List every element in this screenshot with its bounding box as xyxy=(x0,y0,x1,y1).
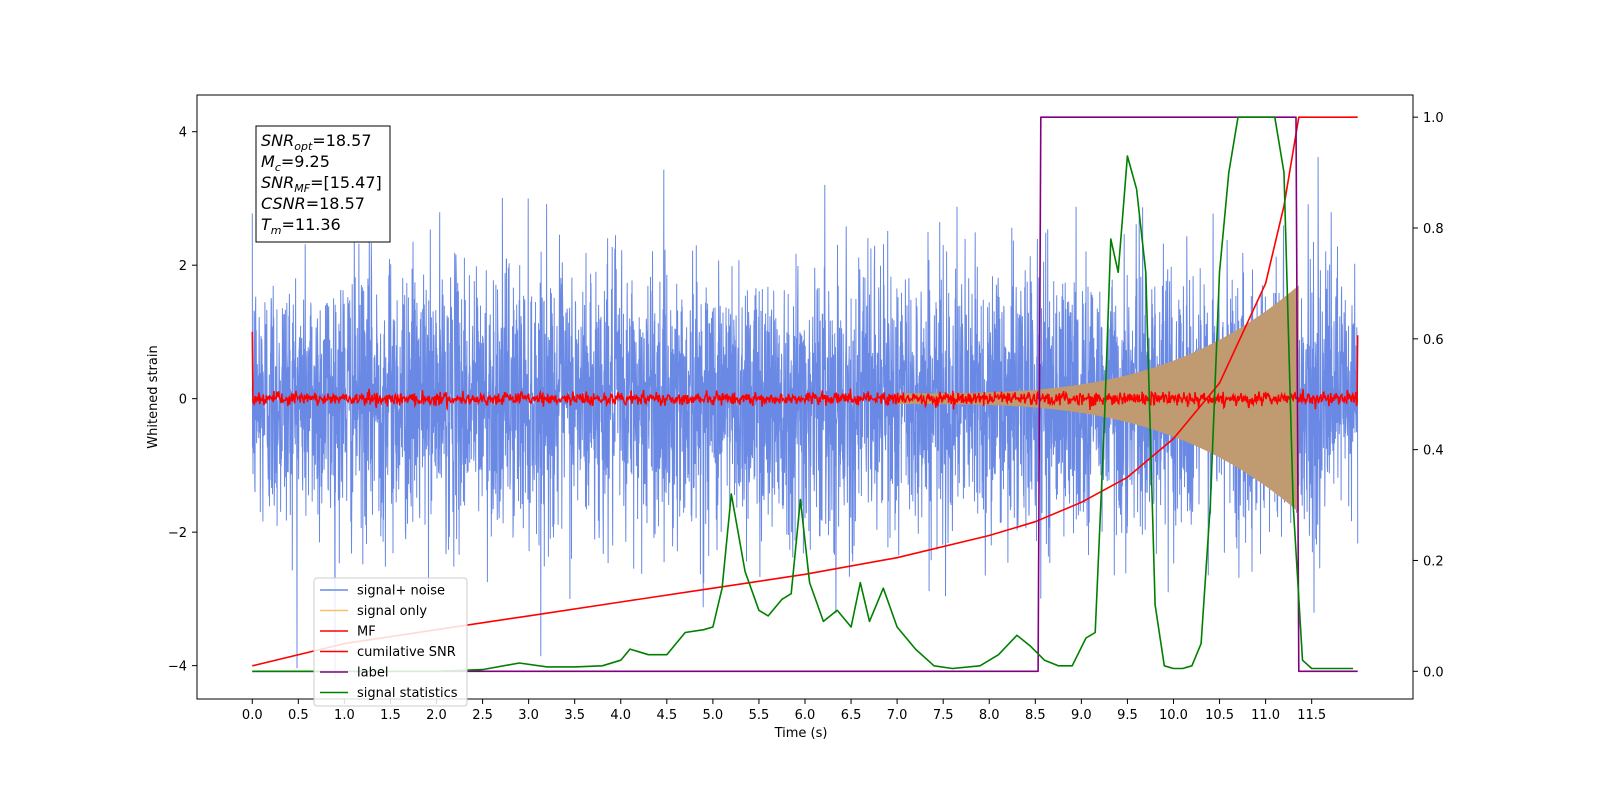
series-signal-noise xyxy=(251,156,1359,679)
x-tick-label: 2.0 xyxy=(426,708,447,723)
y-tick-label: 2 xyxy=(179,259,187,274)
x-tick-label: 3.0 xyxy=(518,708,539,723)
y-tick-label: −4 xyxy=(168,660,187,675)
x-tick-label: 7.5 xyxy=(933,708,954,723)
x-tick-label: 11.0 xyxy=(1251,708,1280,723)
legend-entry: cumilative SNR xyxy=(357,645,456,660)
x-tick-label: 3.5 xyxy=(564,708,585,723)
y2-tick-label: 0.4 xyxy=(1423,444,1444,459)
x-tick-label: 2.5 xyxy=(472,708,493,723)
y-tick-label: −2 xyxy=(168,526,187,541)
y-tick-label: 0 xyxy=(179,393,187,408)
x-tick-label: 4.0 xyxy=(610,708,631,723)
y-axis-label: Whitened strain xyxy=(146,345,161,448)
y-axis-left: 4 2 0 −2 −4 xyxy=(168,126,197,675)
legend: signal+ noise signal only MF cumilative SNR… xyxy=(313,577,468,707)
x-tick-label: 6.5 xyxy=(841,708,862,723)
x-tick-label: 0.5 xyxy=(288,708,309,723)
x-tick-label: 9.0 xyxy=(1071,708,1092,723)
legend-frame xyxy=(313,577,468,707)
legend-entry: MF xyxy=(357,625,376,640)
x-tick-label: 8.0 xyxy=(979,708,1000,723)
info-box-frame xyxy=(255,125,391,243)
series-mf xyxy=(251,331,1359,411)
x-tick-label: 6.0 xyxy=(795,708,816,723)
x-tick-label: 5.0 xyxy=(703,708,724,723)
x-tick-label: 9.5 xyxy=(1117,708,1138,723)
x-tick-label: 1.0 xyxy=(334,708,355,723)
x-tick-label: 4.5 xyxy=(656,708,677,723)
y-axis-right: 1.0 0.8 0.6 0.4 0.2 0.0 xyxy=(1413,111,1444,680)
info-line: Mc=9.25 xyxy=(261,152,330,174)
y2-tick-label: 0.2 xyxy=(1423,554,1444,569)
x-tick-label: 8.5 xyxy=(1025,708,1046,723)
legend-entry: signal statistics xyxy=(357,686,458,701)
y2-tick-label: 1.0 xyxy=(1423,111,1444,126)
series-layer xyxy=(251,116,1359,679)
info-line: SNRMF=[15.47] xyxy=(261,173,382,195)
x-tick-label: 10.5 xyxy=(1205,708,1234,723)
series-signal-statistics xyxy=(252,116,1354,673)
x-tick-label: 5.5 xyxy=(749,708,770,723)
info-line: Tm=11.36 xyxy=(261,215,341,237)
x-axis: 0.0 0.5 1.0 1.5 2.0 2.5 3.0 3.5 4.0 4.5 5.0 5.5 6.0 6… xyxy=(242,699,1326,723)
x-tick-label: 10.0 xyxy=(1159,708,1188,723)
x-tick-label: 0.0 xyxy=(242,708,263,723)
legend-entry: label xyxy=(357,666,388,681)
info-line: CSNR=18.57 xyxy=(261,194,365,213)
y2-tick-label: 0.6 xyxy=(1423,333,1444,348)
legend-entry: signal+ noise xyxy=(357,584,445,599)
series-cumulative-snr xyxy=(252,116,1358,667)
legend-entry: signal only xyxy=(357,604,427,619)
y2-tick-label: 0.8 xyxy=(1423,222,1444,237)
series-label xyxy=(252,116,1358,673)
info-line: SNRopt=18.57 xyxy=(261,131,372,153)
y2-tick-label: 0.0 xyxy=(1423,665,1444,680)
info-box: SNRopt=18.57Mc=9.25SNRMF=[15.47]CSNR=18.… xyxy=(255,125,391,243)
x-tick-label: 11.5 xyxy=(1297,708,1326,723)
x-tick-label: 1.5 xyxy=(380,708,401,723)
x-axis-label: Time (s) xyxy=(774,726,828,741)
y-tick-label: 4 xyxy=(179,126,187,141)
x-tick-label: 7.0 xyxy=(887,708,908,723)
